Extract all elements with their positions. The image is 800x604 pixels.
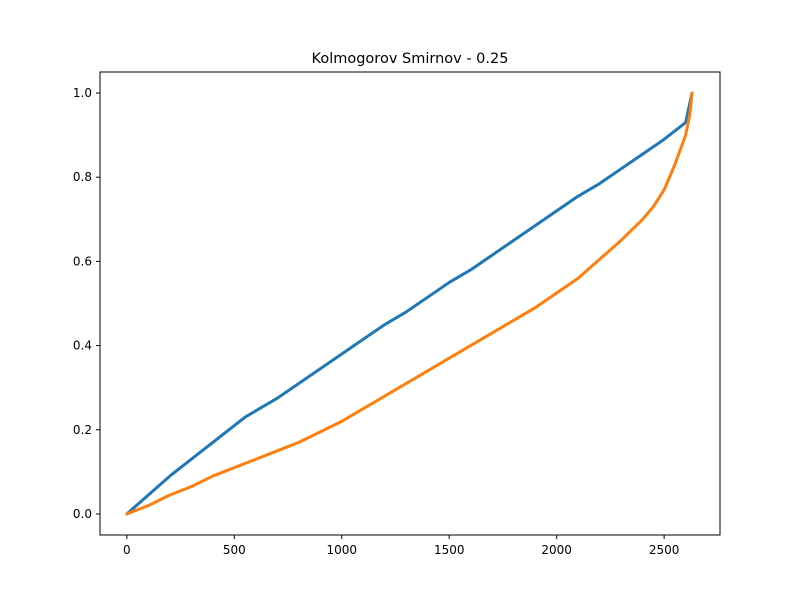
x-tick-label: 2500 xyxy=(649,543,680,557)
y-tick-label: 0.2 xyxy=(73,423,92,437)
y-tick-label: 1.0 xyxy=(73,86,92,100)
y-axis: 0.0 0.2 0.4 0.6 0.8 1.0 xyxy=(73,86,100,521)
y-tick-label: 0.0 xyxy=(73,507,92,521)
chart-title: Kolmogorov Smirnov - 0.25 xyxy=(312,51,509,67)
y-tick-label: 0.6 xyxy=(73,254,92,268)
x-tick-label: 1000 xyxy=(326,543,357,557)
series-line-2 xyxy=(125,91,694,516)
series-line-1 xyxy=(125,91,694,516)
y-tick-label: 0.8 xyxy=(73,170,92,184)
x-tick-label: 0 xyxy=(123,543,131,557)
series-layer xyxy=(125,91,694,516)
x-tick-label: 2000 xyxy=(541,543,572,557)
x-tick-label: 1500 xyxy=(434,543,465,557)
x-tick-label: 500 xyxy=(223,543,246,557)
plot-frame xyxy=(99,71,721,536)
y-tick-label: 0.4 xyxy=(73,339,92,353)
x-axis: 0 500 1000 1500 2000 2500 xyxy=(123,535,679,557)
